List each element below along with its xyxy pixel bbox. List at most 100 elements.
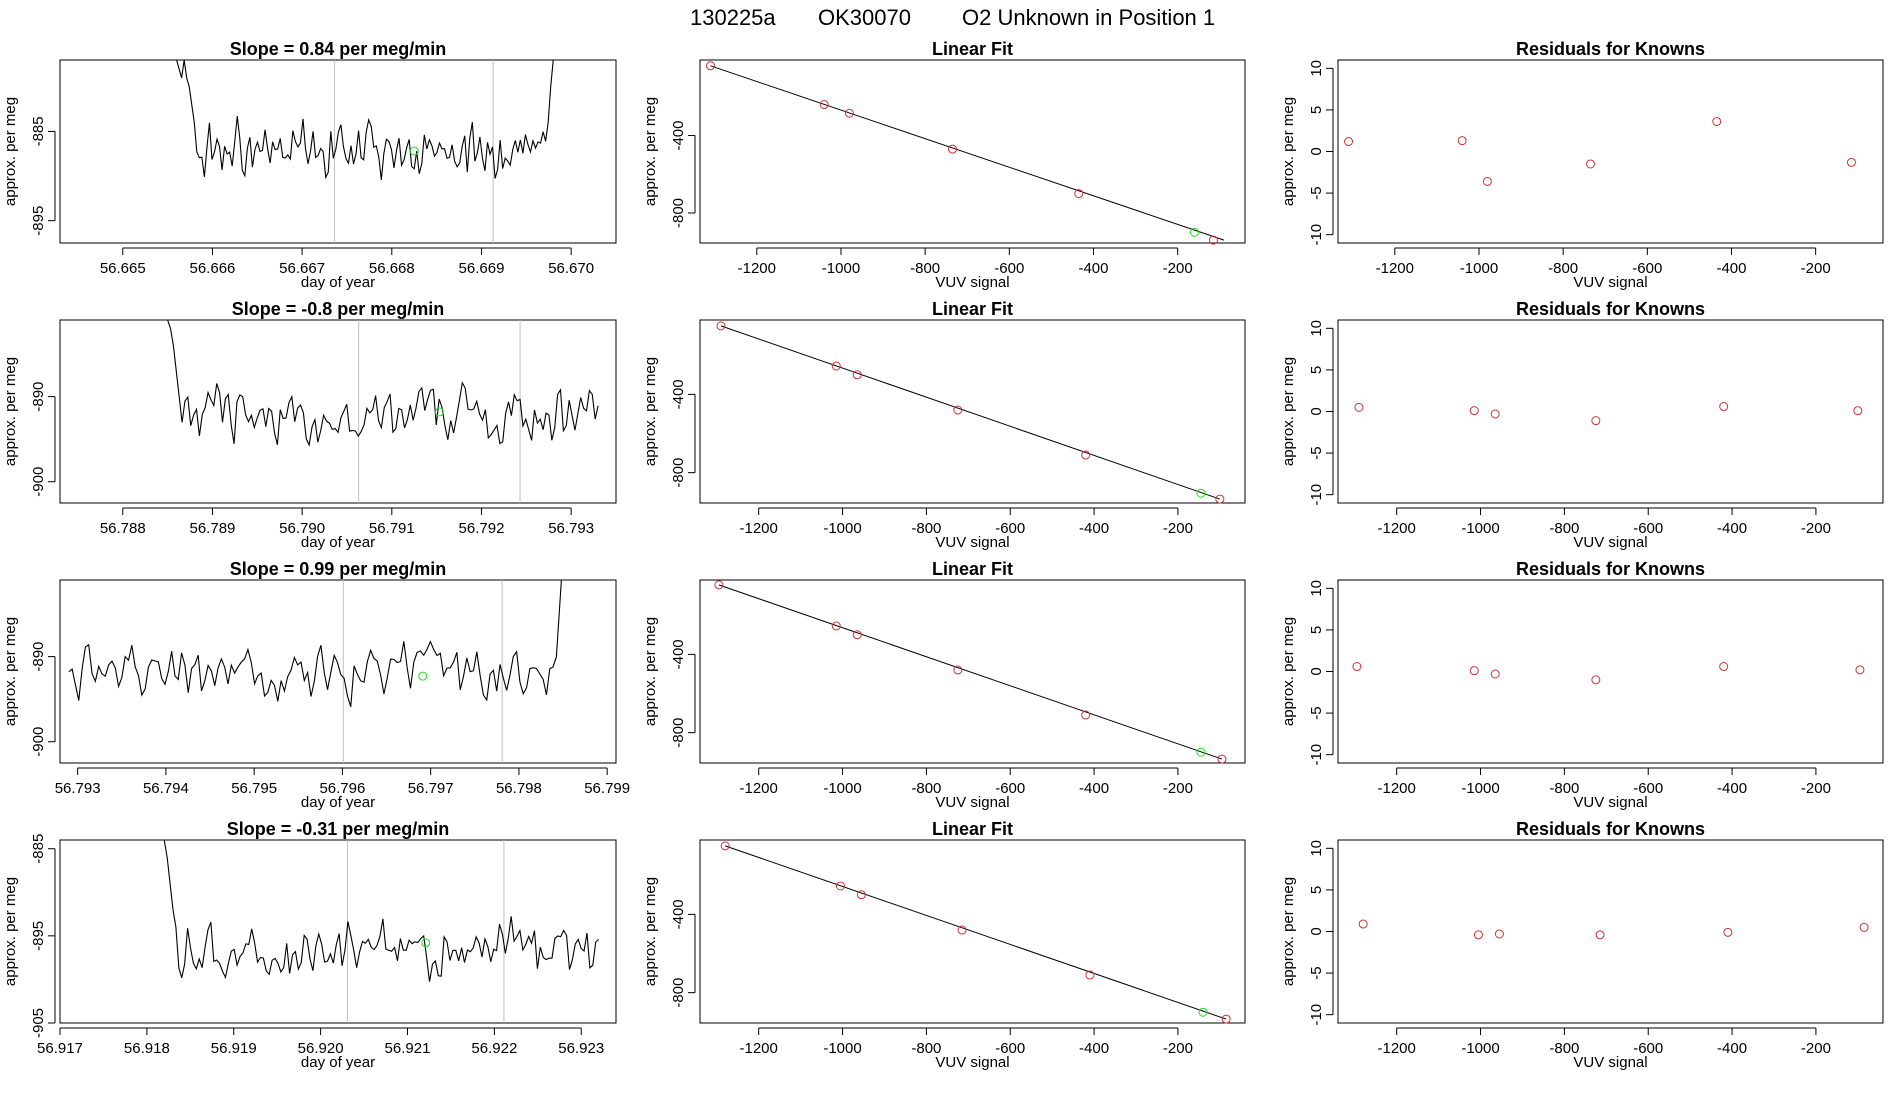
linear-fit-unknown-point bbox=[1189, 227, 1199, 237]
timeseries-unknown-point bbox=[421, 938, 431, 948]
residuals-frame bbox=[1337, 59, 1884, 244]
timeseries-x-tick-label: 56.799 bbox=[584, 780, 630, 797]
linear-fit-x-tick-label: -200 bbox=[1163, 780, 1193, 797]
linear-fit-panel: Linear Fit -1200 -1000 -800 -600 -400 -200 VUV … bbox=[642, 559, 1246, 811]
residuals-point bbox=[1719, 402, 1729, 412]
timeseries-x-tick-label: 56.920 bbox=[298, 1040, 344, 1057]
timeseries-x-tick-label: 56.669 bbox=[459, 260, 505, 277]
linear-fit-x-tick-label: -1000 bbox=[823, 1040, 861, 1057]
residuals-y-tick-label: -5 bbox=[1308, 706, 1325, 719]
residuals-frame bbox=[1337, 839, 1884, 1024]
figure-header: 130225a OK30070 O2 Unknown in Position 1 bbox=[690, 5, 1215, 30]
linear-fit-x-tick-label: -1200 bbox=[740, 1040, 778, 1057]
residuals-panel: Residuals for Knowns -1200 -1000 -800 -600 -4… bbox=[1280, 559, 1884, 811]
residuals-x-tick-label: -1200 bbox=[1378, 1040, 1416, 1057]
residuals-x-axis-label: VUV signal bbox=[1573, 534, 1647, 551]
residuals-x-tick-label: -200 bbox=[1801, 1040, 1831, 1057]
residuals-x-axis-label: VUV signal bbox=[1573, 1054, 1647, 1071]
residuals-x-axis-label: VUV signal bbox=[1573, 794, 1647, 811]
linear-fit-known-point bbox=[953, 665, 963, 675]
linear-fit-frame bbox=[699, 319, 1246, 504]
timeseries-x-tick-label: 56.797 bbox=[408, 780, 454, 797]
linear-fit-x-tick-label: -200 bbox=[1163, 520, 1193, 537]
residuals-point bbox=[1352, 662, 1362, 672]
residuals-frame bbox=[1337, 319, 1884, 504]
linear-fit-known-point bbox=[957, 925, 967, 935]
residuals-y-tick-label: -5 bbox=[1308, 966, 1325, 979]
timeseries-x-tick-label: 56.791 bbox=[369, 520, 415, 537]
timeseries-x-tick-label: 56.921 bbox=[385, 1040, 431, 1057]
residuals-y-tick-label: 0 bbox=[1308, 667, 1325, 675]
residuals-x-tick-label: -800 bbox=[1549, 520, 1579, 537]
timeseries-panel: Slope = -0.31 per meg/min 56.917 56.918 56.… bbox=[2, 819, 617, 1071]
linear-fit-known-point bbox=[1217, 754, 1227, 764]
timeseries-x-tick-label: 56.788 bbox=[100, 520, 146, 537]
linear-fit-known-point bbox=[835, 881, 845, 891]
residuals-x-tick-label: -1000 bbox=[1461, 1040, 1499, 1057]
linear-fit-y-tick-label: -400 bbox=[670, 121, 687, 151]
linear-fit-x-axis-label: VUV signal bbox=[935, 534, 1009, 551]
residuals-point bbox=[1354, 402, 1364, 412]
timeseries-frame bbox=[59, 319, 617, 504]
timeseries-x-tick-label: 56.918 bbox=[124, 1040, 170, 1057]
residuals-point bbox=[1457, 136, 1467, 146]
linear-fit-x-tick-label: -1200 bbox=[740, 780, 778, 797]
residuals-x-axis-label: VUV signal bbox=[1573, 274, 1647, 291]
timeseries-x-tick-label: 56.796 bbox=[319, 780, 365, 797]
residuals-y-tick-label: 10 bbox=[1308, 320, 1325, 337]
residuals-x-tick-label: -1000 bbox=[1461, 780, 1499, 797]
timeseries-x-tick-label: 56.667 bbox=[279, 260, 325, 277]
residuals-point bbox=[1859, 922, 1869, 932]
timeseries-x-axis-label: day of year bbox=[301, 534, 375, 551]
timeseries-y-tick-label: -885 bbox=[30, 116, 47, 146]
linear-fit-frame bbox=[699, 579, 1246, 764]
residuals-x-tick-label: -400 bbox=[1717, 780, 1747, 797]
residuals-point bbox=[1595, 930, 1605, 940]
linear-fit-y-tick-label: -400 bbox=[670, 379, 687, 409]
linear-fit-y-axis-label: approx. per meg bbox=[642, 357, 659, 466]
timeseries-signal-line bbox=[167, 320, 599, 447]
chart-row-4: Slope = -0.31 per meg/min 56.917 56.918 56.… bbox=[2, 819, 1884, 1071]
residuals-point bbox=[1719, 662, 1729, 672]
residuals-x-tick-label: -1200 bbox=[1376, 260, 1414, 277]
residuals-point bbox=[1591, 675, 1601, 685]
linear-fit-x-tick-label: -1000 bbox=[822, 260, 860, 277]
linear-fit-x-tick-label: -600 bbox=[995, 520, 1025, 537]
linear-fit-known-point bbox=[852, 630, 862, 640]
residuals-point bbox=[1712, 117, 1722, 127]
timeseries-frame bbox=[59, 839, 617, 1024]
residuals-y-axis-label: approx. per meg bbox=[1280, 357, 1297, 466]
timeseries-y-axis-label: approx. per meg bbox=[2, 357, 19, 466]
timeseries-y-axis-label: approx. per meg bbox=[2, 877, 19, 986]
linear-fit-title: Linear Fit bbox=[932, 819, 1013, 839]
residuals-x-tick-label: -200 bbox=[1801, 780, 1831, 797]
linear-fit-known-point bbox=[714, 580, 724, 590]
linear-fit-known-point bbox=[1221, 1014, 1231, 1024]
linear-fit-frame bbox=[699, 59, 1246, 244]
linear-fit-known-point bbox=[948, 144, 958, 154]
residuals-point bbox=[1482, 176, 1492, 186]
residuals-point bbox=[1469, 666, 1479, 676]
sample-description: O2 Unknown in Position 1 bbox=[962, 5, 1215, 30]
residuals-x-tick-label: -200 bbox=[1801, 520, 1831, 537]
linear-fit-known-point bbox=[831, 361, 841, 371]
residuals-y-tick-label: 10 bbox=[1308, 580, 1325, 597]
residuals-point bbox=[1469, 406, 1479, 416]
linear-fit-x-tick-label: -1200 bbox=[738, 260, 776, 277]
timeseries-unknown-point bbox=[434, 407, 444, 417]
residuals-y-tick-label: -10 bbox=[1308, 224, 1325, 246]
timeseries-x-tick-label: 56.789 bbox=[190, 520, 236, 537]
residuals-title: Residuals for Knowns bbox=[1516, 299, 1705, 319]
timeseries-y-tick-label: -895 bbox=[30, 206, 47, 236]
timeseries-x-axis-label: day of year bbox=[301, 1054, 375, 1071]
timeseries-y-tick-label: -900 bbox=[30, 727, 47, 757]
timeseries-signal-line bbox=[176, 60, 554, 181]
residuals-y-tick-label: -5 bbox=[1308, 186, 1325, 199]
linear-fit-x-tick-label: -600 bbox=[995, 1040, 1025, 1057]
linear-fit-x-tick-label: -800 bbox=[910, 260, 940, 277]
timeseries-x-axis-label: day of year bbox=[301, 794, 375, 811]
residuals-x-tick-label: -400 bbox=[1716, 260, 1746, 277]
linear-fit-unknown-point bbox=[1196, 747, 1206, 757]
linear-fit-known-point bbox=[831, 621, 841, 631]
